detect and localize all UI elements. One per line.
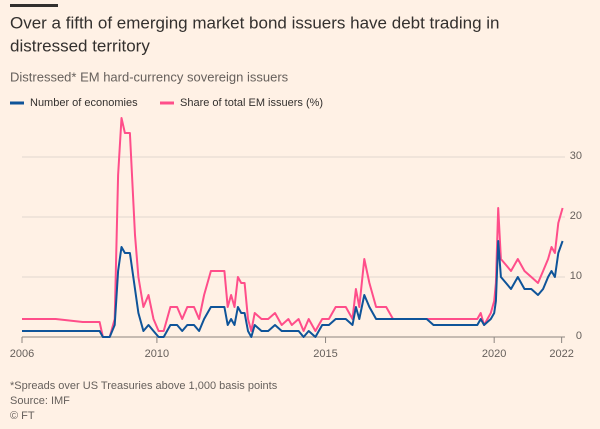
y-tick-label: 30 [570,150,582,162]
chart-title: Over a fifth of emerging market bond iss… [10,13,499,32]
legend-label: Number of economies [30,97,138,109]
subtitle: Distressed* EM hard-currency sovereign i… [10,69,289,84]
y-tick-label: 10 [570,270,582,282]
line-series [22,117,564,338]
x-tick-label: 2022 [549,348,573,360]
y-tick-label: 0 [576,330,582,342]
credit: © FT [10,410,35,422]
x-tick-label: 2020 [482,348,506,360]
title-bar [10,4,58,7]
x-tick-label: 2010 [145,348,169,360]
line-series [22,240,564,338]
legend-label: Share of total EM issuers (%) [180,97,323,109]
x-tick-label: 2006 [10,348,34,360]
footnote: *Spreads over US Treasuries above 1,000 … [10,380,278,392]
y-tick-label: 20 [570,210,582,222]
source: Source: IMF [10,395,70,407]
x-tick-label: 2015 [313,348,337,360]
chart-title: distressed territory [10,36,150,55]
